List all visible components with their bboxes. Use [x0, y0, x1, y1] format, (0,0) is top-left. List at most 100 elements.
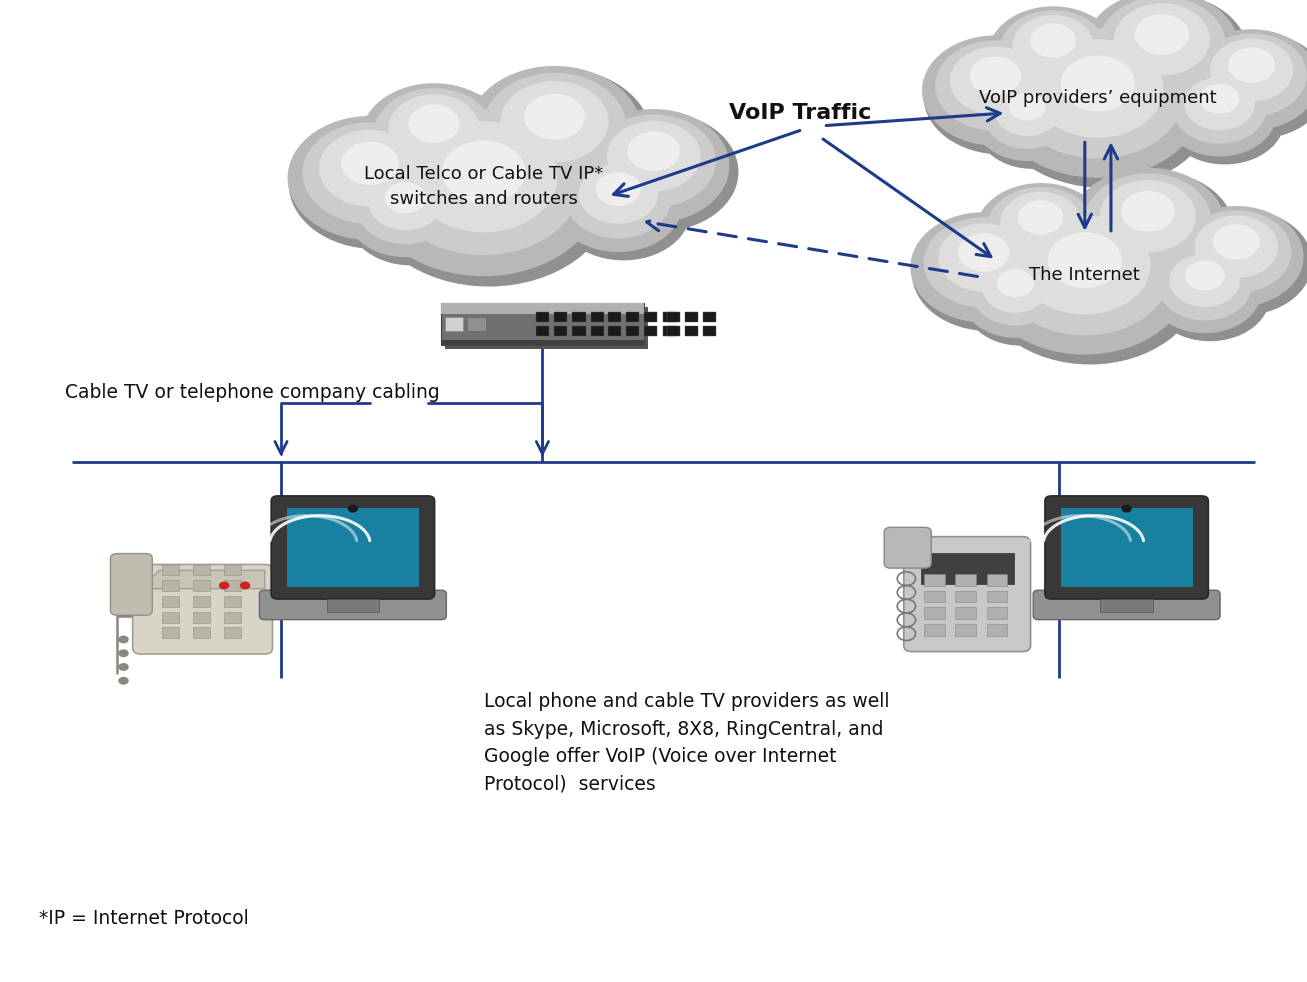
- Circle shape: [1168, 206, 1303, 307]
- Circle shape: [1182, 210, 1291, 293]
- Circle shape: [118, 649, 129, 657]
- Circle shape: [1170, 254, 1240, 307]
- Circle shape: [997, 269, 1034, 298]
- FancyBboxPatch shape: [1033, 590, 1219, 620]
- Circle shape: [319, 130, 421, 206]
- Bar: [955, 590, 976, 602]
- Circle shape: [1195, 215, 1278, 278]
- Circle shape: [979, 197, 1201, 364]
- Circle shape: [288, 116, 452, 240]
- Bar: [554, 326, 567, 336]
- Circle shape: [384, 182, 426, 213]
- Circle shape: [348, 505, 358, 513]
- Bar: [591, 312, 604, 322]
- Circle shape: [958, 234, 1009, 272]
- Circle shape: [1158, 250, 1252, 320]
- Bar: [225, 565, 242, 575]
- Circle shape: [950, 46, 1040, 115]
- Bar: [667, 326, 680, 336]
- Circle shape: [1061, 56, 1134, 111]
- Circle shape: [524, 93, 586, 139]
- Circle shape: [388, 94, 480, 163]
- Bar: [444, 317, 463, 331]
- Circle shape: [501, 81, 609, 162]
- Circle shape: [302, 122, 438, 224]
- Circle shape: [386, 108, 582, 255]
- Bar: [987, 590, 1008, 602]
- Bar: [703, 326, 716, 336]
- Circle shape: [468, 69, 651, 206]
- Circle shape: [978, 85, 1089, 169]
- Circle shape: [606, 121, 701, 191]
- Bar: [444, 307, 647, 349]
- FancyBboxPatch shape: [1046, 496, 1208, 599]
- Bar: [924, 625, 945, 636]
- Bar: [685, 326, 698, 336]
- Bar: [536, 326, 549, 336]
- Circle shape: [972, 260, 1059, 326]
- Circle shape: [1213, 224, 1260, 259]
- Circle shape: [369, 175, 443, 231]
- Circle shape: [118, 635, 129, 643]
- Bar: [162, 580, 179, 591]
- Bar: [193, 596, 210, 607]
- Bar: [572, 312, 586, 322]
- Circle shape: [289, 119, 463, 249]
- Circle shape: [924, 38, 1078, 154]
- Text: Cable TV or telephone company cabling: Cable TV or telephone company cabling: [65, 383, 440, 403]
- Circle shape: [1148, 247, 1261, 333]
- Circle shape: [924, 217, 1044, 307]
- FancyBboxPatch shape: [272, 496, 434, 599]
- Bar: [193, 612, 210, 623]
- Circle shape: [1184, 260, 1225, 291]
- Circle shape: [911, 212, 1057, 322]
- Circle shape: [1072, 171, 1235, 293]
- Bar: [663, 326, 676, 336]
- Bar: [225, 580, 242, 591]
- Circle shape: [1086, 0, 1248, 116]
- Circle shape: [348, 171, 473, 265]
- Bar: [554, 312, 567, 322]
- Bar: [924, 590, 945, 602]
- Circle shape: [579, 112, 738, 232]
- Circle shape: [1009, 92, 1046, 121]
- Polygon shape: [141, 571, 264, 589]
- Circle shape: [1134, 14, 1189, 55]
- Circle shape: [409, 121, 558, 233]
- FancyBboxPatch shape: [903, 536, 1030, 652]
- Circle shape: [442, 140, 525, 203]
- Circle shape: [555, 159, 691, 260]
- Bar: [1100, 599, 1153, 612]
- Circle shape: [239, 581, 251, 589]
- Circle shape: [997, 204, 1172, 336]
- Text: The Internet: The Internet: [1030, 266, 1140, 284]
- Circle shape: [1033, 39, 1163, 137]
- Circle shape: [970, 57, 1021, 95]
- Circle shape: [596, 172, 640, 206]
- Bar: [987, 573, 1008, 585]
- Circle shape: [408, 104, 460, 143]
- Circle shape: [363, 98, 614, 287]
- Circle shape: [938, 223, 1030, 292]
- Bar: [644, 312, 657, 322]
- Bar: [626, 326, 639, 336]
- FancyBboxPatch shape: [132, 565, 272, 654]
- Bar: [685, 312, 698, 322]
- Circle shape: [965, 262, 1076, 346]
- Bar: [924, 607, 945, 620]
- Circle shape: [1187, 32, 1307, 138]
- Circle shape: [1100, 180, 1196, 252]
- Bar: [193, 580, 210, 591]
- Circle shape: [566, 159, 670, 239]
- Circle shape: [1210, 38, 1294, 101]
- Circle shape: [992, 21, 1214, 188]
- Circle shape: [1196, 33, 1307, 116]
- Circle shape: [592, 114, 716, 207]
- Circle shape: [218, 581, 230, 589]
- Circle shape: [1172, 74, 1266, 143]
- Circle shape: [912, 215, 1067, 331]
- Bar: [924, 573, 945, 585]
- Circle shape: [995, 86, 1060, 136]
- Circle shape: [975, 82, 1081, 161]
- Bar: [162, 596, 179, 607]
